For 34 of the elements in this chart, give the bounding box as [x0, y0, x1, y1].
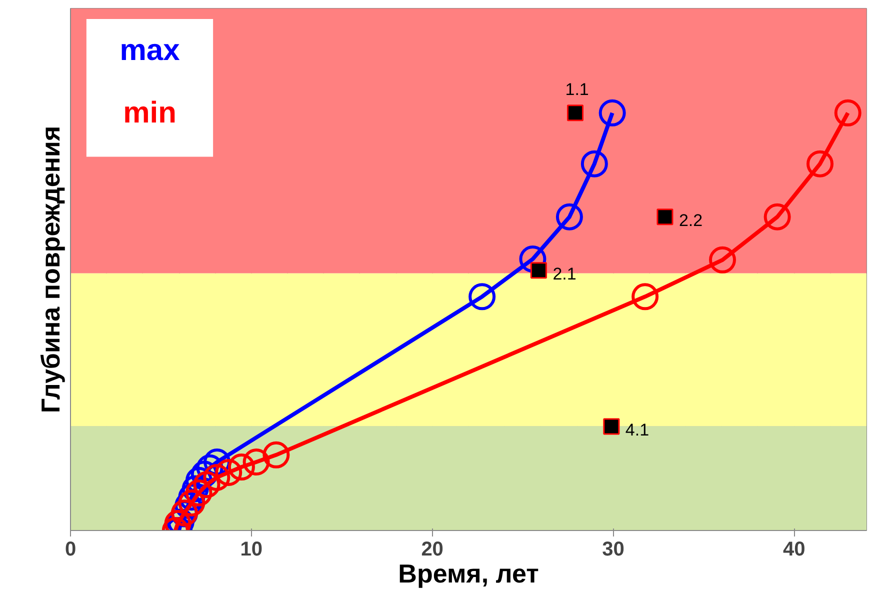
point: [215, 458, 242, 486]
point: [656, 208, 674, 226]
point: [556, 203, 583, 230]
x-tick-label: 0: [64, 538, 76, 560]
text: max: [120, 34, 180, 67]
point: [193, 471, 220, 498]
y-axis-title: Глубина повреждения: [36, 126, 66, 414]
point: [834, 99, 862, 126]
x-tick-label: 20: [421, 538, 444, 560]
x-axis-title: Время, лет: [398, 558, 540, 588]
x-tick-label: 30: [602, 538, 624, 560]
annotation: 2.1: [552, 264, 576, 284]
point: [262, 441, 290, 468]
point: [603, 418, 620, 435]
point: [708, 246, 736, 274]
point: [566, 104, 584, 122]
x-tick-label: 10: [240, 538, 263, 560]
point: [228, 454, 255, 480]
point: [185, 479, 212, 506]
x-tick-label: 40: [783, 538, 806, 560]
point: [598, 99, 626, 126]
annotation: 1.1: [565, 80, 589, 99]
annotation: 4.1: [625, 420, 650, 440]
point: [806, 150, 834, 178]
point: [242, 448, 270, 476]
point: [519, 246, 546, 273]
point: [764, 203, 791, 230]
point: [203, 464, 230, 491]
annotation: 2.2: [678, 210, 703, 230]
text: min: [123, 96, 176, 130]
point: [580, 150, 608, 178]
point: [530, 262, 547, 279]
point: [468, 283, 496, 310]
point: [632, 283, 659, 310]
